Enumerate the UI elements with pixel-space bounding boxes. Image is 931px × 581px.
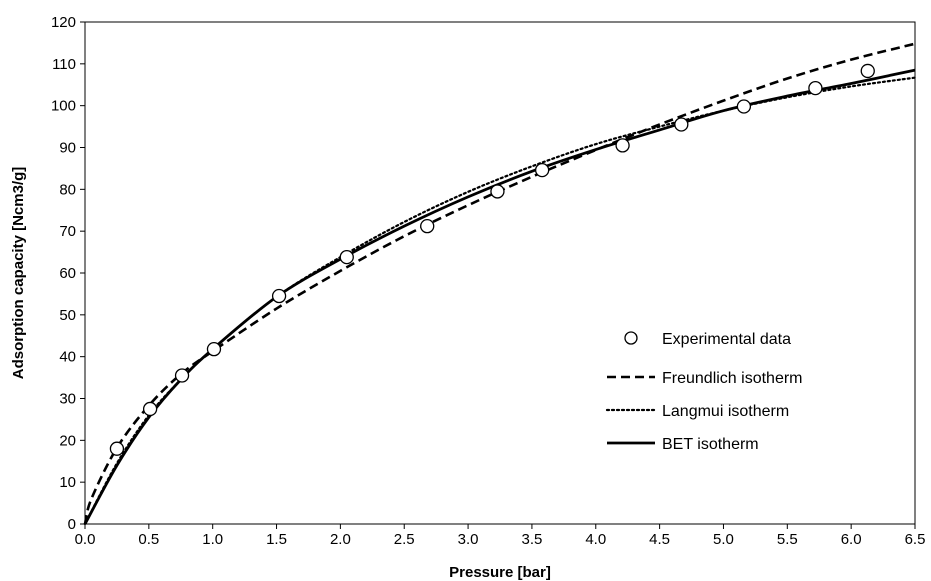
y-tick-label: 100 [51, 98, 76, 115]
y-tick-label: 0 [68, 516, 76, 533]
series-line-freundlich-isotherm [83, 42, 916, 525]
y-tick-label: 50 [59, 307, 76, 324]
x-tick-label: 1.5 [266, 531, 287, 548]
y-tick-label: 110 [52, 56, 76, 73]
x-tick-label: 0.0 [75, 531, 96, 548]
data-point [142, 401, 158, 417]
series-line-bet-isotherm [83, 68, 916, 525]
x-tick-label: 3.5 [521, 531, 542, 548]
x-tick-label: 3.0 [458, 531, 479, 548]
x-tick-label: 5.0 [713, 531, 734, 548]
legend: Experimental data Freundlich isotherm Lang… [605, 331, 803, 453]
y-tick-label: 60 [59, 265, 76, 282]
x-tick-label: 4.0 [585, 531, 606, 548]
legend-label: Freundlich isotherm [662, 370, 803, 387]
legend-label: Langmui isotherm [662, 403, 789, 420]
data-point [534, 162, 550, 178]
y-axis-title: Adsorption capacity [Ncm3/g] [10, 167, 27, 380]
y-tick-label: 90 [59, 140, 76, 157]
y-tick-label: 70 [59, 223, 76, 240]
data-point [674, 117, 689, 132]
data-point [271, 288, 287, 304]
legend-label: Experimental data [662, 331, 791, 348]
y-tick-label: 20 [59, 432, 76, 449]
y-tick-label: 30 [59, 391, 76, 408]
y-tick-label: 40 [59, 349, 76, 366]
y-tick-label: 10 [59, 474, 76, 491]
data-point [206, 341, 222, 357]
x-tick-label: 6.5 [905, 531, 926, 548]
data-point [174, 368, 190, 383]
data-point [736, 99, 752, 114]
x-tick-label: 6.0 [841, 531, 862, 548]
x-tick-label: 4.5 [649, 531, 670, 548]
x-tick-label: 2.0 [330, 531, 351, 548]
x-tick-label: 1.0 [202, 531, 223, 548]
x-tick-label: 2.5 [394, 531, 415, 548]
series-line-langmui-isotherm [83, 76, 917, 526]
y-tick-label: 80 [59, 181, 76, 198]
legend-label: BET isotherm [662, 436, 759, 453]
x-tick-label: 5.5 [777, 531, 798, 548]
data-point [808, 80, 823, 96]
x-axis-title: Pressure [bar] [449, 564, 551, 581]
data-point [615, 138, 630, 153]
y-tick-label: 120 [51, 14, 76, 31]
legend-marker [624, 331, 638, 345]
data-point [339, 249, 354, 265]
data-point [860, 63, 875, 79]
data-point [109, 441, 125, 456]
x-tick-label: 0.5 [138, 531, 159, 548]
data-point [420, 218, 435, 234]
data-point [490, 184, 505, 199]
